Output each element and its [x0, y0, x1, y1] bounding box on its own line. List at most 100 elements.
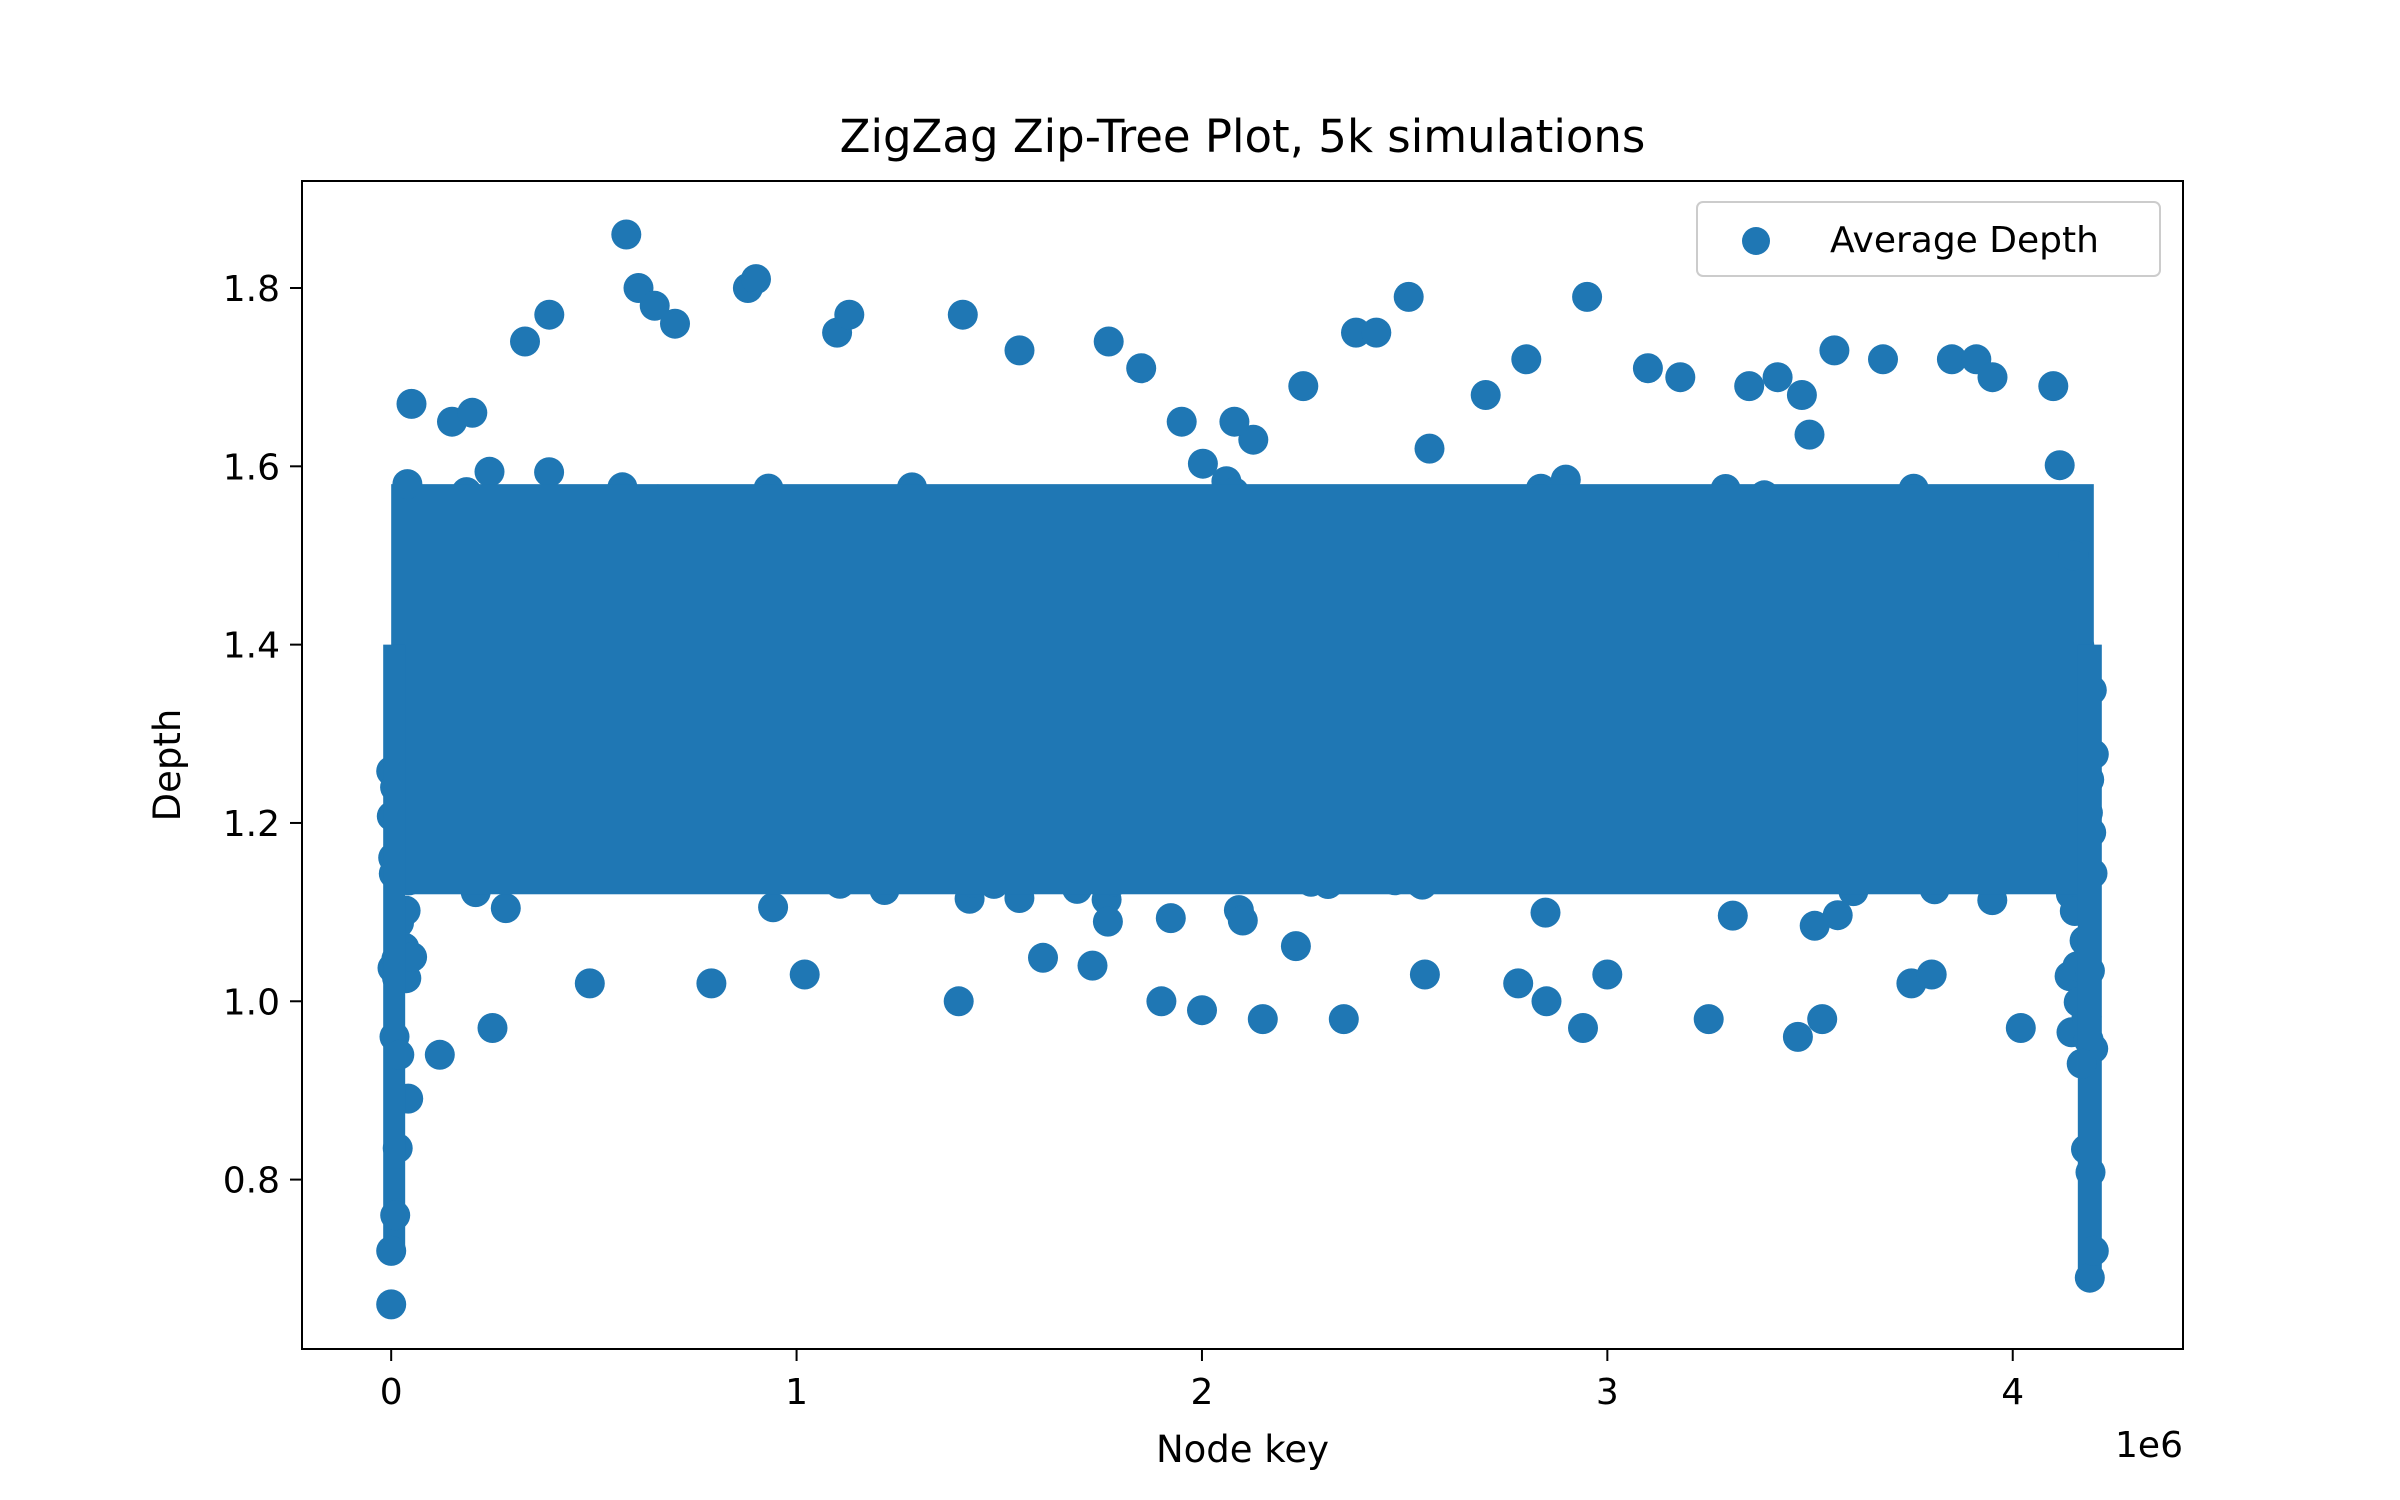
y-tick-label: 1.6 [223, 447, 280, 488]
scatter-point [758, 892, 789, 923]
y-tick-label: 1.4 [223, 626, 280, 667]
scatter-point [1530, 897, 1561, 928]
scatter-point [1665, 362, 1696, 393]
scatter-point [457, 397, 488, 428]
scatter-point [1936, 344, 1967, 375]
scatter-point [392, 469, 423, 500]
scatter-point [1219, 406, 1250, 437]
x-axis: 0 1 2 3 4 [380, 1349, 2024, 1413]
x-tick-label: 3 [1596, 1372, 1619, 1413]
scatter-point [1247, 1004, 1278, 1035]
scatter-point [1393, 281, 1424, 312]
scatter-points [376, 219, 2109, 1320]
chart-title: ZigZag Zip-Tree Plot, 5k simulations [840, 110, 1646, 163]
scatter-point [1819, 335, 1850, 366]
scatter-point [2066, 1048, 2097, 1079]
scatter-edge-band-left [383, 644, 406, 1251]
scatter-point [2038, 371, 2069, 402]
scatter-point [943, 986, 974, 1017]
scatter-point [1126, 353, 1157, 384]
scatter-point [1822, 900, 1853, 931]
scatter-point [1511, 344, 1542, 375]
legend: Average Depth [1696, 201, 2161, 277]
scatter-point [639, 290, 670, 321]
axes-frame [301, 180, 2184, 1350]
scatter-point [1280, 931, 1311, 962]
scatter-point [1762, 362, 1793, 393]
y-axis: 0.8 1.0 1.2 1.4 1.6 1.8 [223, 269, 302, 1202]
scatter-point [477, 1013, 508, 1043]
scatter-point [1077, 950, 1108, 981]
scatter-point [1004, 335, 1035, 366]
scatter-point [1155, 903, 1186, 934]
scatter-point [510, 326, 540, 357]
scatter-point [611, 219, 642, 250]
y-axis-label: Depth [146, 709, 189, 822]
scatter-point [1572, 281, 1603, 312]
scatter-point [574, 968, 605, 999]
scatter-point [660, 308, 690, 339]
scatter-edge-band-right [2077, 644, 2102, 1269]
scatter-point [1361, 317, 1392, 348]
scatter-point [2078, 1235, 2109, 1266]
scatter-point [1531, 986, 1562, 1017]
scatter-point [396, 388, 427, 419]
y-tick-label: 1.0 [223, 982, 280, 1023]
scatter-point [1807, 1004, 1838, 1035]
scatter-point [1916, 959, 1947, 990]
scatter-point [1568, 1013, 1598, 1043]
scatter-point [534, 457, 565, 488]
scatter-point [1409, 959, 1440, 990]
scatter-point [1734, 371, 1765, 402]
scatter-point [1868, 344, 1898, 375]
scatter-point [1187, 995, 1217, 1026]
x-tick-label: 1 [785, 1372, 808, 1413]
scatter-point [1592, 959, 1623, 990]
scatter-point [2005, 1013, 2036, 1043]
scatter-point [1227, 905, 1258, 936]
x-tick-label: 4 [2001, 1372, 2024, 1413]
scatter-point [1977, 362, 2008, 393]
scatter-point [1238, 424, 1269, 455]
x-tick-label: 0 [380, 1372, 403, 1413]
scatter-point [1093, 326, 1124, 357]
scatter-point [696, 968, 727, 999]
scatter-point [490, 893, 521, 924]
scatter-point [1693, 1004, 1724, 1035]
scatter-point [1717, 900, 1748, 931]
scatter-point [1166, 406, 1197, 437]
scatter-point [424, 1039, 455, 1070]
legend-marker [1742, 227, 1770, 255]
scatter-dense-core [391, 484, 2094, 895]
scatter-point [1146, 986, 1177, 1017]
scatter-point [1187, 448, 1218, 479]
scatter-point [1028, 942, 1058, 973]
scatter-point [1328, 1004, 1359, 1035]
scatter-point [1414, 433, 1445, 464]
scatter-point [380, 1200, 411, 1231]
scatter-point [376, 1235, 407, 1266]
scatter-point [384, 1039, 415, 1070]
scatter-point [1632, 353, 1663, 384]
scatter-point [474, 456, 505, 487]
scatter-point [947, 299, 978, 330]
y-tick-label: 1.8 [223, 269, 280, 310]
y-tick-label: 1.2 [223, 804, 280, 845]
scatter-point [1470, 380, 1501, 410]
scatter-point [1503, 968, 1534, 999]
scatter-point [1794, 419, 1825, 450]
scatter-point [834, 299, 865, 330]
scatter-point [1782, 1021, 1813, 1052]
scatter-point [1786, 380, 1817, 410]
scatter-point [2074, 1262, 2105, 1293]
x-axis-offset-label: 1e6 [2115, 1425, 2183, 1466]
y-tick-label: 0.8 [223, 1161, 280, 1202]
scatter-point [2058, 540, 2089, 571]
legend-box [1696, 201, 2161, 277]
scatter-point [1799, 910, 1830, 941]
scatter-point [1092, 906, 1123, 937]
legend-label: Average Depth [1830, 220, 2099, 261]
scatter-point [2044, 450, 2075, 481]
x-tick-label: 2 [1191, 1372, 1214, 1413]
